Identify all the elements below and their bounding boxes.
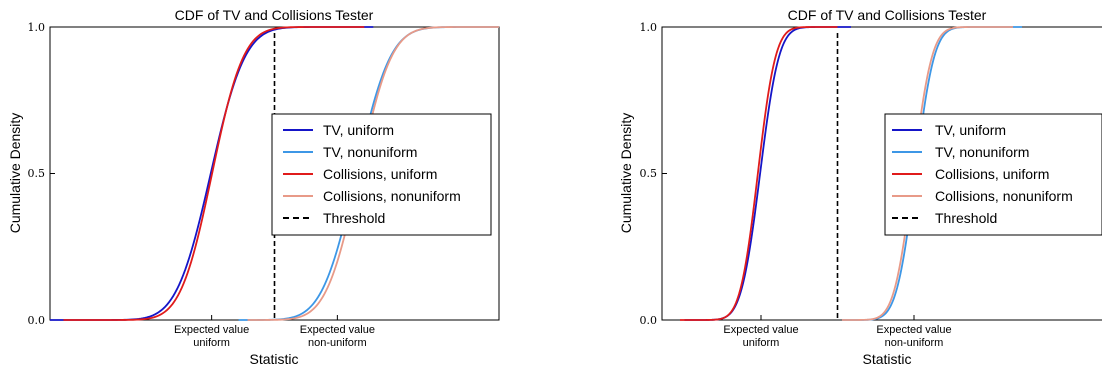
chart-left-xtick-label-uniform-line2: uniform — [193, 337, 230, 349]
chart-right-legend-label-collisions-nonuniform: Collisions, nonuniform — [935, 188, 1073, 204]
chart-left-legend: TV, uniform TV, nonuniform Collisions, u… — [271, 113, 492, 236]
chart-right-series-collisions-nonuniform — [842, 26, 1013, 321]
chart-right-legend-label-tv-uniform: TV, uniform — [935, 122, 1006, 138]
chart-left-legend-label-collisions-nonuniform: Collisions, nonuniform — [323, 188, 461, 204]
chart-left-xtick-label-nonuniform-line2: non-uniform — [308, 337, 367, 349]
chart-right-title: CDF of TV and Collisions Tester — [788, 7, 987, 23]
chart-right-xtick-label-nonuniform-line2: non-uniform — [885, 337, 944, 349]
chart-left-xtick-label-uniform-line1: Expected value — [174, 324, 249, 336]
chart-right-xtick-label-uniform-line1: Expected value — [723, 324, 798, 336]
chart-right-x-label: Statistic — [862, 351, 911, 367]
chart-right-xtick-label-nonuniform-line1: Expected value — [876, 324, 951, 336]
chart-right-ytick-label-1: 0.5 — [640, 167, 658, 180]
chart-left-xtick-label-nonuniform-line1: Expected value — [300, 324, 375, 336]
chart-right-legend-label-tv-nonuniform: TV, nonuniform — [935, 144, 1029, 160]
chart-left-series-collisions-nonuniform — [247, 26, 499, 321]
chart-left-ytick-label-1: 0.5 — [28, 167, 46, 180]
chart-left-legend-label-tv-nonuniform: TV, nonuniform — [323, 144, 417, 160]
chart-left-x-label: Statistic — [249, 351, 298, 367]
chart-left-series-collisions-uniform — [63, 26, 365, 321]
chart-left-legend-label-tv-uniform: TV, uniform — [323, 122, 394, 138]
chart-left-title: CDF of TV and Collisions Tester — [175, 7, 374, 23]
chart-left: CDF of TV and Collisions Tester Cumulati… — [7, 7, 500, 367]
chart-right-legend-label-threshold: Threshold — [935, 210, 997, 226]
chart-left-ytick-label-2: 1.0 — [28, 21, 46, 34]
chart-right-xtick-label-uniform-line2: uniform — [743, 337, 780, 349]
chart-left-y-label: Cumulative Density — [7, 113, 23, 234]
chart-right-y-label: Cumulative Density — [618, 113, 634, 234]
chart-left-ytick-label-0: 0.0 — [28, 314, 46, 327]
chart-left-legend-label-threshold: Threshold — [323, 210, 385, 226]
chart-right: CDF of TV and Collisions Tester Cumulati… — [618, 7, 1102, 367]
chart-right-ytick-label-0: 0.0 — [640, 314, 658, 327]
chart-right-legend: TV, uniform TV, nonuniform Collisions, u… — [884, 113, 1102, 236]
chart-right-series-collisions-uniform — [680, 26, 838, 321]
chart-left-legend-label-collisions-uniform: Collisions, uniform — [323, 166, 437, 182]
chart-right-legend-label-collisions-uniform: Collisions, uniform — [935, 166, 1049, 182]
chart-right-plot-area — [662, 26, 1022, 321]
chart-right-ytick-label-2: 1.0 — [640, 21, 658, 34]
